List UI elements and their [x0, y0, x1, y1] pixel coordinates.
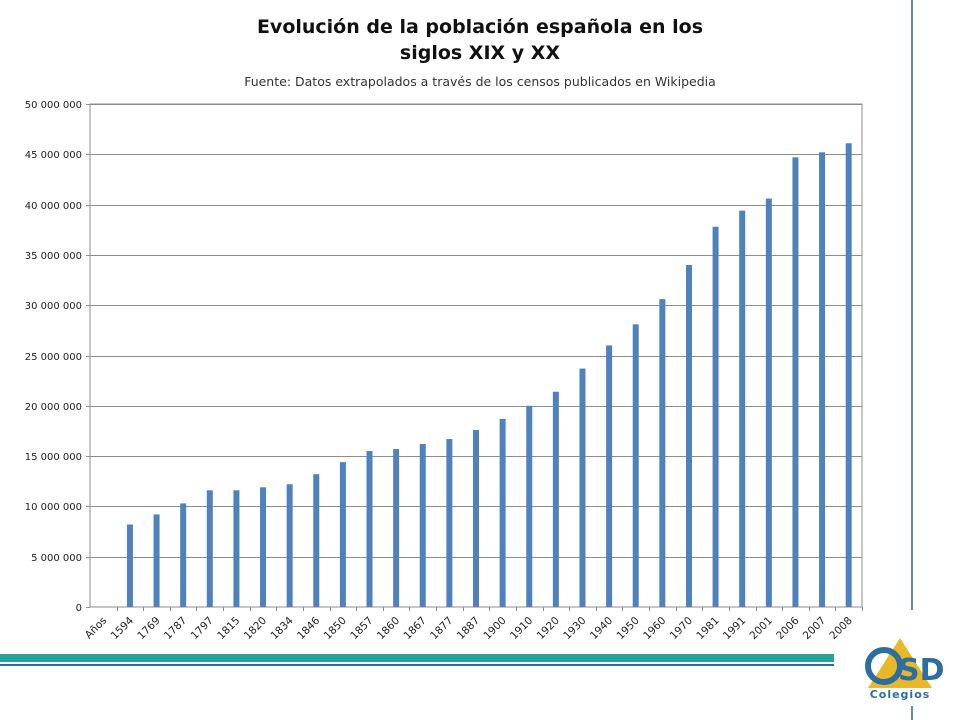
chart-title-line-1: Evolución de la población española en lo…	[256, 16, 704, 38]
x-tick-label: 1970	[668, 615, 695, 642]
y-tick-label: 30 000 000	[25, 301, 82, 312]
x-tick-label: 1877	[428, 615, 455, 642]
x-tick-label: 1950	[614, 615, 641, 642]
y-tick-label: 45 000 000	[25, 150, 82, 161]
bar	[659, 299, 666, 607]
x-tick-label: 1594	[109, 614, 137, 642]
x-tick-label: 1910	[508, 615, 535, 642]
bar	[765, 198, 772, 607]
bar	[712, 226, 719, 607]
x-tick-label: 1867	[401, 615, 428, 642]
y-tick-label: 35 000 000	[25, 251, 82, 262]
bar	[792, 157, 799, 607]
y-tick-label: 15 000 000	[25, 452, 82, 463]
x-tick-label: 2006	[774, 614, 802, 642]
bar	[845, 143, 852, 607]
bar	[473, 429, 479, 607]
x-tick-label: 1981	[694, 615, 721, 642]
bar	[632, 324, 639, 607]
bar	[819, 152, 826, 607]
chart-subtitle: Fuente: Datos extrapolados a través de l…	[244, 74, 716, 89]
bar	[286, 484, 293, 607]
x-tick-label: 1900	[481, 615, 508, 642]
bar	[313, 474, 320, 607]
bar	[446, 438, 453, 607]
bar	[206, 490, 213, 607]
y-tick-label: 5 000 000	[31, 553, 82, 564]
bar	[260, 487, 267, 607]
frame-vertical-line-top	[911, 0, 913, 610]
y-tick-label: 20 000 000	[25, 402, 82, 413]
x-tick-label: 1834	[268, 614, 296, 642]
y-tick-label: 25 000 000	[25, 352, 82, 363]
bar	[499, 418, 506, 607]
x-tick-label: 1846	[295, 614, 323, 642]
colegios-logo: SD Colegios	[865, 638, 945, 701]
bar	[233, 490, 240, 607]
logo-c-ring	[865, 647, 903, 685]
chart-title: Evolución de la población española en lo…	[0, 14, 960, 66]
bar	[739, 210, 746, 608]
x-tick-label: 1820	[242, 615, 269, 642]
footer-stripe-teal	[0, 654, 834, 662]
bar	[126, 524, 133, 607]
bar	[153, 514, 160, 607]
bar	[339, 462, 346, 607]
x-tick-label: Años	[83, 615, 110, 642]
x-tick-label: 1920	[535, 615, 562, 642]
x-tick-label: 2007	[801, 615, 828, 642]
frame-vertical-line-bottom	[911, 706, 913, 720]
bar	[419, 444, 426, 607]
x-tick-label: 1940	[588, 615, 615, 642]
x-tick-label: 1930	[561, 615, 588, 642]
x-tick-label: 2001	[748, 615, 775, 642]
logo-text: Colegios	[870, 688, 931, 701]
bar	[685, 264, 692, 607]
x-tick-label: 1787	[162, 615, 189, 642]
logo-monogram: SD	[898, 653, 945, 688]
bar	[180, 503, 187, 607]
x-tick-label: 1857	[348, 615, 375, 642]
bar	[366, 451, 373, 607]
x-tick-label: 1860	[375, 615, 402, 642]
x-tick-label: 1887	[455, 615, 482, 642]
bar	[393, 449, 400, 607]
bar	[526, 405, 533, 607]
bar	[606, 345, 613, 607]
y-tick-label: 40 000 000	[25, 201, 82, 212]
x-tick-label: 1769	[135, 615, 162, 642]
y-tick-label: 10 000 000	[25, 502, 82, 513]
y-tick-label: 50 000 000	[25, 100, 82, 111]
bar	[579, 368, 586, 607]
x-tick-label: 1815	[215, 615, 242, 642]
x-tick-label: 1850	[322, 615, 349, 642]
y-tick-label: 0	[76, 603, 82, 614]
footer-stripe-blue	[0, 664, 834, 666]
x-tick-label: 1960	[641, 615, 668, 642]
chart-title-line-2: siglos XIX y XX	[399, 42, 561, 64]
bar	[552, 391, 559, 607]
x-tick-label: 1797	[189, 615, 216, 642]
x-tick-label: 1991	[721, 615, 748, 642]
